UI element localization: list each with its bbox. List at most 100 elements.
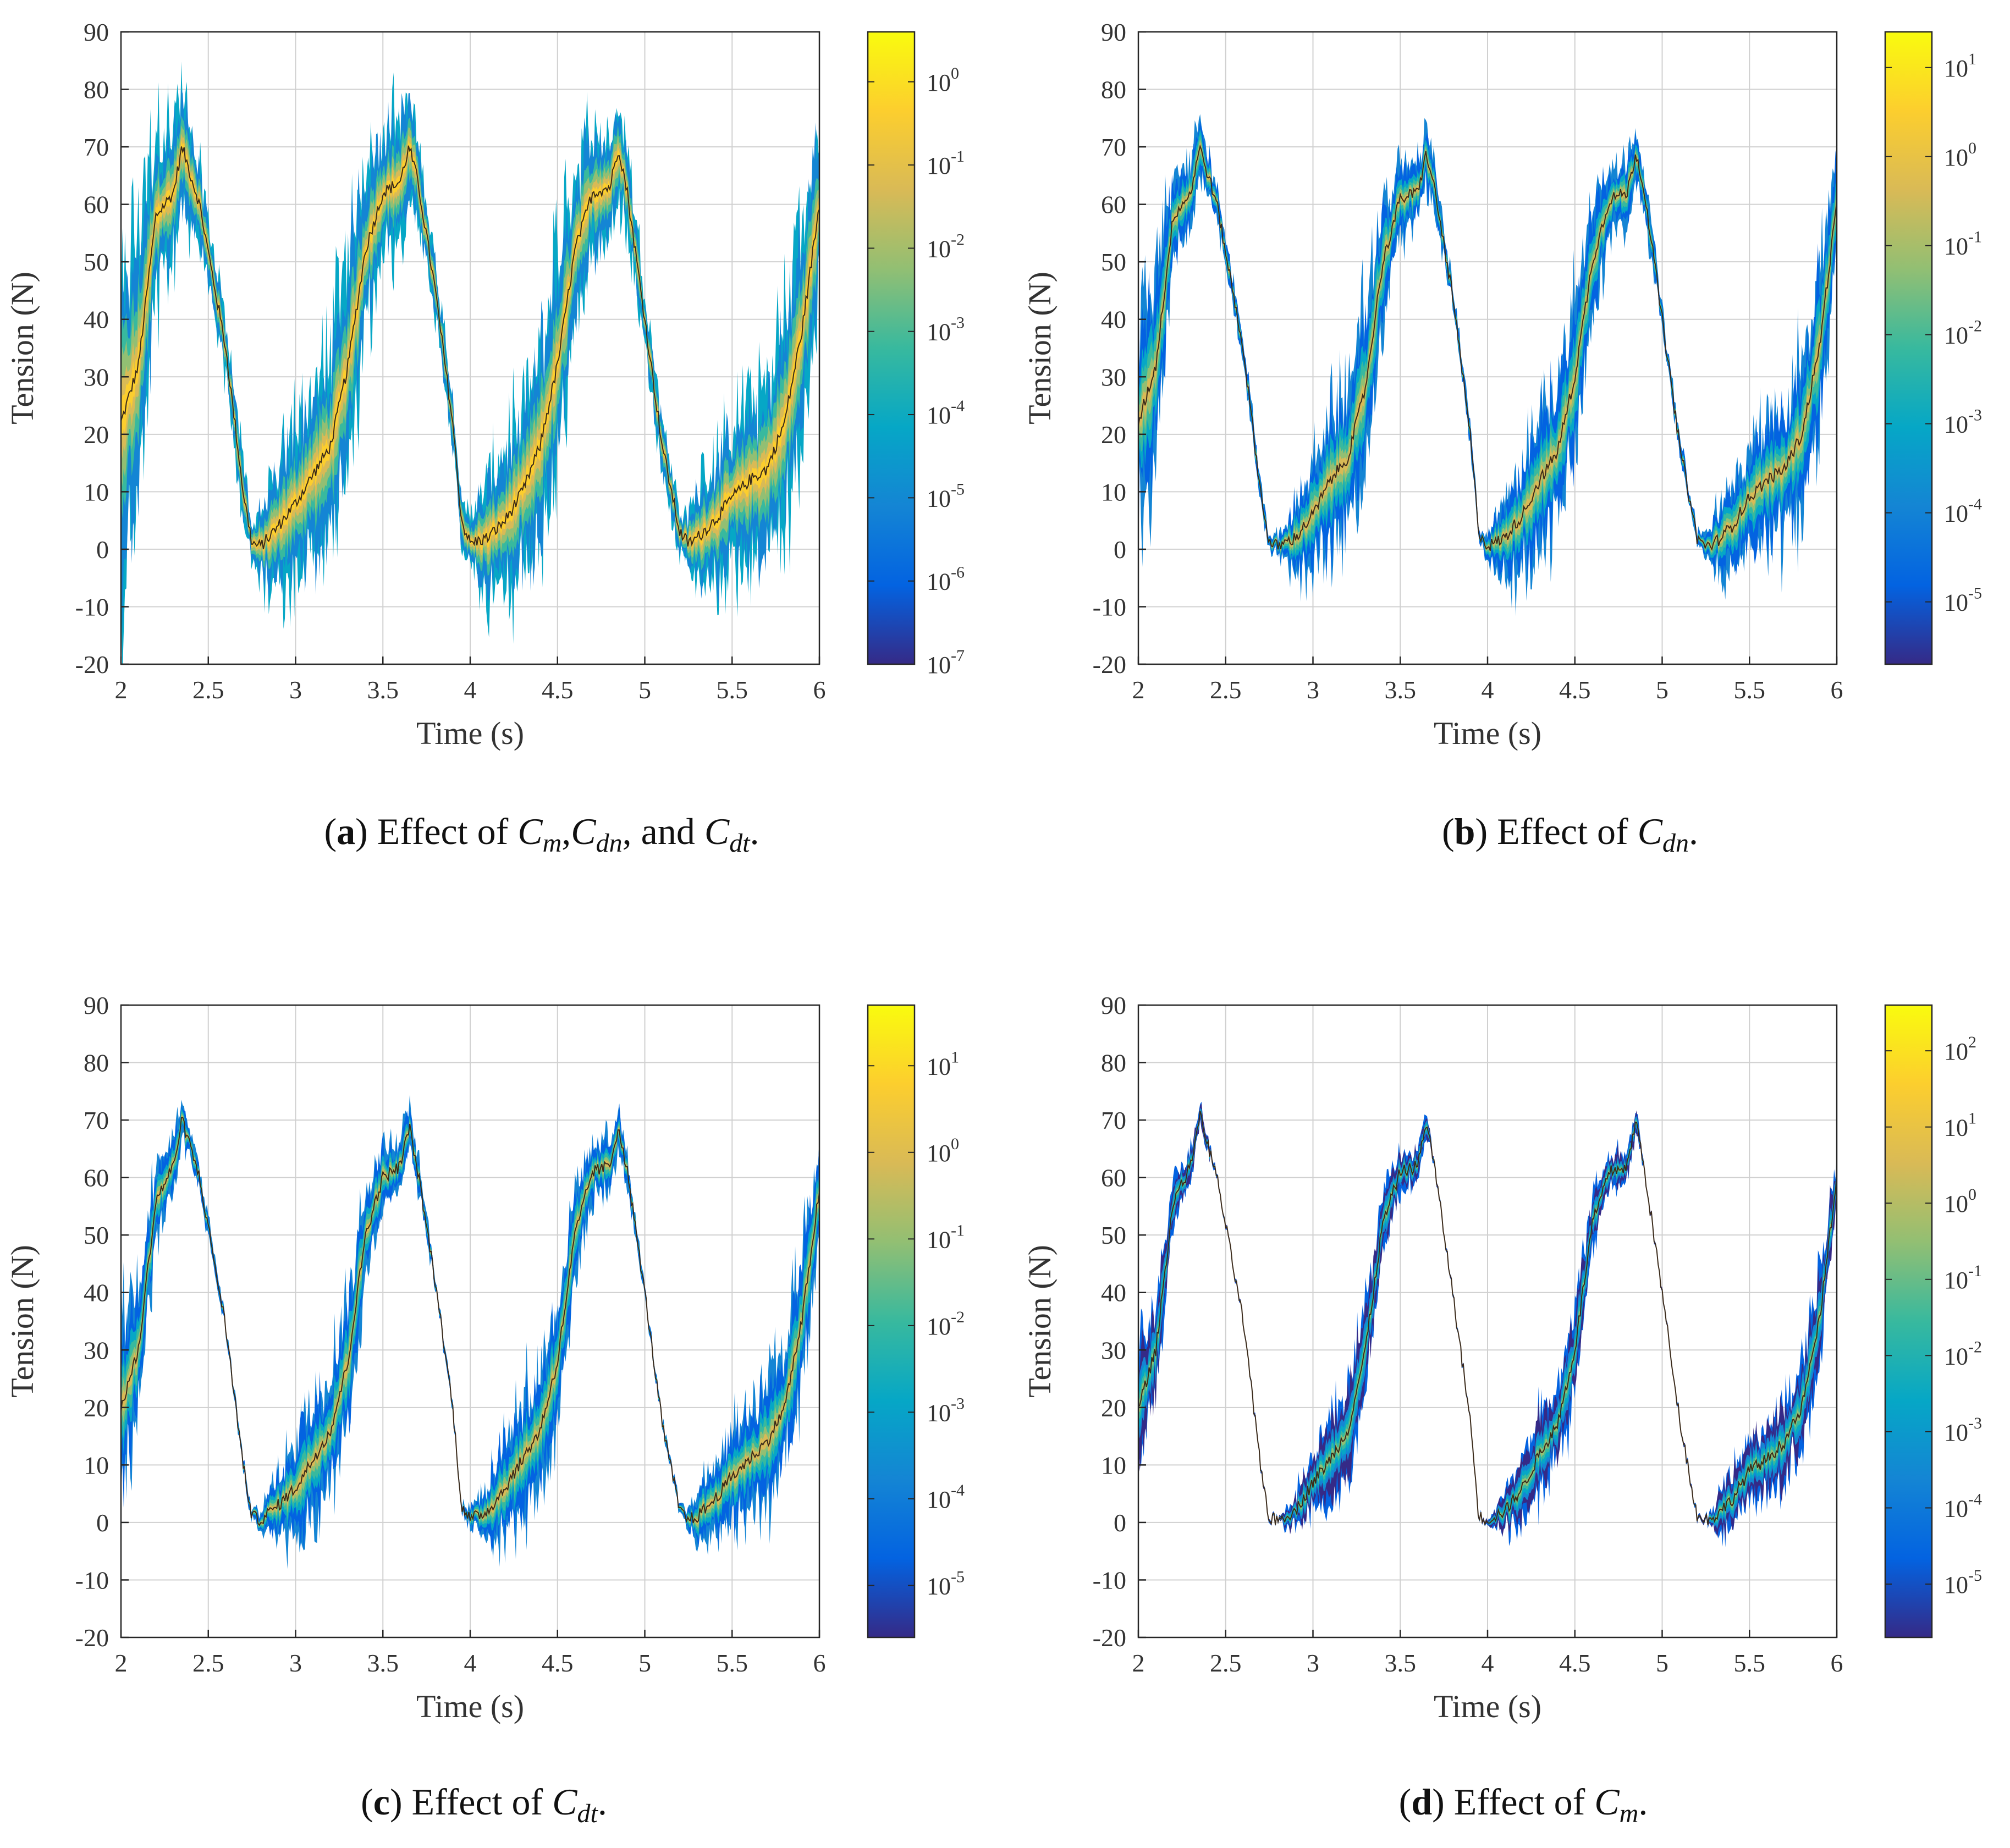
- density-band: [121, 1094, 819, 1569]
- ticks: 2 2.5 3 3.5 4 4.5 5 5.5 6 -20 -10 0 10 20 30 40 50 60 70 80…: [75, 18, 826, 704]
- y-tick-label: 30: [84, 1336, 109, 1364]
- y-axis-label: Tension (N): [4, 1245, 40, 1398]
- colorbar: 10-5 10-4 10-3 10-2 10-1 100 101: [867, 1004, 965, 1639]
- x-tick-label: 3: [1307, 1649, 1319, 1677]
- y-tick-label: 70: [1101, 133, 1126, 161]
- y-tick-label: 90: [84, 991, 109, 1019]
- x-tick-label: 5: [638, 1649, 651, 1677]
- colorbar-tick-label: 10-7: [927, 647, 965, 678]
- y-tick-label: -20: [75, 1624, 109, 1652]
- mean-line: [121, 1117, 819, 1526]
- y-tick-label: 40: [84, 1279, 109, 1307]
- y-tick-label: -10: [1093, 593, 1126, 621]
- y-axis-label: Tension (N): [1022, 1245, 1058, 1398]
- density-band: [1138, 114, 1837, 616]
- colorbar-tick-label: 10-5: [1944, 584, 1982, 616]
- y-tick-label: 10: [84, 1451, 109, 1479]
- colorbar-tick-label: 10-5: [927, 480, 965, 512]
- x-tick-label: 4.5: [542, 676, 574, 704]
- x-tick-label: 3.5: [1385, 676, 1417, 704]
- colorbar-tick-label: 10-4: [1944, 1490, 1982, 1522]
- y-tick-label: 70: [84, 133, 109, 161]
- y-tick-label: -10: [75, 1566, 109, 1594]
- panel-b: 2 2.5 3 3.5 4 4.5 5 5.5 6 -20 -10 0 10 20 30 40 50 60 70 80…: [1022, 18, 1982, 858]
- y-tick-label: 80: [1101, 76, 1126, 104]
- band-inner: [1138, 139, 1837, 554]
- panel-caption: (d) Effect of Cm.: [1399, 1781, 1648, 1828]
- colorbar-tick-label: 10-6: [927, 564, 965, 595]
- colorbar-tick-label: 101: [1944, 50, 1976, 82]
- x-tick-label: 4: [464, 1649, 477, 1677]
- y-tick-label: 80: [84, 1049, 109, 1077]
- colorbar-tick-label: 10-3: [1944, 1414, 1982, 1446]
- x-tick-label: 3.5: [367, 676, 399, 704]
- x-tick-label: 6: [813, 1649, 826, 1677]
- density-band: [121, 61, 819, 664]
- x-tick-label: 2: [115, 1649, 128, 1677]
- colorbar-tick-label: 10-1: [1944, 1262, 1982, 1294]
- y-tick-label: 30: [1101, 1336, 1126, 1364]
- x-tick-label: 2.5: [192, 676, 224, 704]
- colorbar-tick-label: 10-2: [927, 230, 965, 262]
- x-axis-label: Time (s): [1434, 715, 1541, 751]
- colorbar-tick-label: 10-1: [927, 1221, 965, 1253]
- band-outer-mid: [1138, 1103, 1837, 1541]
- x-tick-label: 3: [289, 676, 302, 704]
- panel-c: 2 2.5 3 3.5 4 4.5 5 5.5 6 -20 -10 0 10 20 30 40 50 60 70 80…: [4, 991, 965, 1828]
- x-tick-label: 4: [464, 676, 477, 704]
- y-tick-label: 90: [1101, 18, 1126, 46]
- colorbar-tick-label: 100: [1944, 139, 1976, 171]
- colorbar-tick-label: 100: [927, 64, 959, 96]
- colorbar-tick-label: 10-4: [927, 397, 965, 429]
- y-axis-label: Tension (N): [4, 272, 40, 424]
- x-tick-label: 5.5: [1734, 676, 1766, 704]
- y-tick-label: -20: [75, 650, 109, 678]
- x-axis-label: Time (s): [416, 715, 524, 751]
- y-tick-label: 70: [1101, 1106, 1126, 1134]
- y-tick-label: 90: [1101, 991, 1126, 1019]
- band-outer-mid: [1138, 121, 1837, 588]
- y-tick-label: 70: [84, 1106, 109, 1134]
- colorbar-tick-label: 10-2: [927, 1308, 965, 1340]
- panel-a: 2 2.5 3 3.5 4 4.5 5 5.5 6 -20 -10 0 10 20 30 40 50 60 70 80…: [4, 18, 965, 858]
- density-band: [1138, 1101, 1837, 1548]
- mean-line: [1138, 1111, 1837, 1526]
- band-inner: [121, 134, 819, 556]
- colorbar: 10-5 10-4 10-3 10-2 10-1 100 101: [1884, 31, 1982, 665]
- colorbar: 10-7 10-6 10-5 10-4 10-3 10-2 10-1 100: [867, 31, 965, 678]
- y-tick-label: 60: [84, 191, 109, 219]
- colorbar-tick-label: 10-1: [927, 147, 965, 179]
- y-tick-label: 30: [84, 363, 109, 391]
- y-tick-label: 60: [1101, 1164, 1126, 1192]
- band-outer: [1138, 1101, 1837, 1548]
- x-tick-label: 3: [1307, 676, 1319, 704]
- y-tick-label: 40: [1101, 306, 1126, 334]
- x-tick-label: 4.5: [542, 1649, 574, 1677]
- ticks: 2 2.5 3 3.5 4 4.5 5 5.5 6 -20 -10 0 10 20 30 40 50 60 70 80…: [75, 991, 826, 1677]
- colorbar-tick-label: 102: [1944, 1033, 1976, 1065]
- colorbar-tick-label: 10-3: [927, 314, 965, 346]
- y-tick-label: 0: [96, 536, 109, 564]
- colorbar-tick-label: 10-4: [927, 1481, 965, 1513]
- panel-d: 2 2.5 3 3.5 4 4.5 5 5.5 6 -20 -10 0 10 20 30 40 50 60 70 80…: [1022, 991, 1982, 1828]
- panel-caption: (c) Effect of Cdt.: [361, 1781, 607, 1828]
- y-tick-label: 10: [1101, 478, 1126, 506]
- colorbar-tick-label: 10-4: [1944, 495, 1982, 527]
- y-tick-label: 0: [1114, 1509, 1126, 1537]
- x-tick-label: 3: [289, 1649, 302, 1677]
- y-tick-label: 30: [1101, 363, 1126, 391]
- colorbar-tick-label: 10-3: [927, 1394, 965, 1426]
- band-inner-mid: [121, 125, 819, 565]
- y-tick-label: 80: [1101, 1049, 1126, 1077]
- x-tick-label: 4.5: [1559, 676, 1591, 704]
- x-tick-label: 2.5: [1210, 676, 1242, 704]
- x-axis-label: Time (s): [1434, 1689, 1541, 1724]
- y-tick-label: 10: [1101, 1451, 1126, 1479]
- y-tick-label: 50: [84, 248, 109, 276]
- y-tick-label: 20: [1101, 1394, 1126, 1422]
- colorbar-tick-label: 10-5: [927, 1568, 965, 1599]
- colorbar-gradient: [867, 1004, 916, 1639]
- y-tick-label: -10: [1093, 1566, 1126, 1594]
- mean-line: [121, 145, 819, 549]
